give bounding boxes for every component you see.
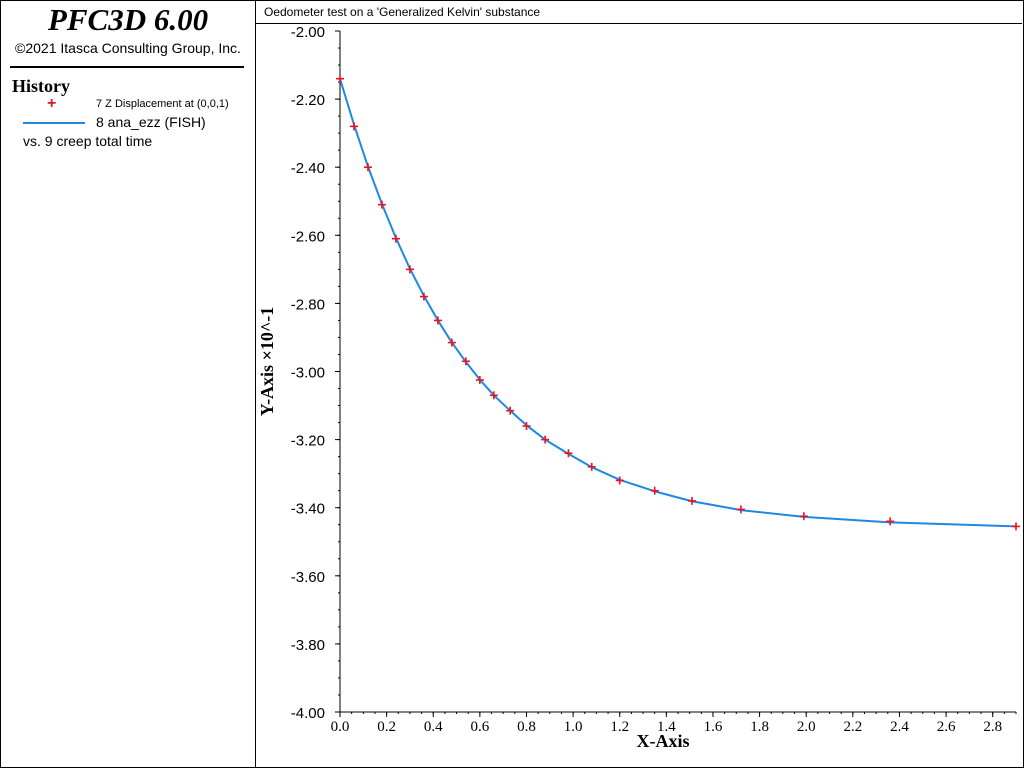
y-tick-label: -3.80 bbox=[291, 637, 325, 654]
x-tick-label: 1.8 bbox=[750, 719, 769, 735]
data-point-plus bbox=[405, 265, 414, 274]
x-variable-label: vs. 9 creep total time bbox=[23, 133, 153, 149]
series-line-ana-ezz bbox=[339, 78, 1017, 528]
data-point-plus bbox=[377, 200, 386, 209]
y-tick-label: -2.40 bbox=[291, 160, 325, 177]
y-tick-label: -2.80 bbox=[291, 296, 325, 313]
x-tick-label: 1.6 bbox=[704, 719, 723, 735]
app-title: PFC3D 6.00 bbox=[47, 2, 209, 37]
chart-area: -2.00 -2.20 -2.40 -2.60 -2.80 -3.00 -3.20 -3.40… bbox=[257, 25, 1020, 751]
plot-title: Oedometer test on a 'Generalized Kelvin'… bbox=[264, 5, 541, 19]
plus-marker-icon: + bbox=[47, 95, 57, 112]
copyright-text: ©2021 Itasca Consulting Group, Inc. bbox=[15, 40, 241, 56]
data-point-plus bbox=[349, 122, 358, 131]
data-point-plus bbox=[363, 163, 372, 172]
y-tick-label: -3.60 bbox=[291, 569, 325, 586]
x-axis-label: X-Axis bbox=[637, 731, 690, 751]
data-point-plus bbox=[447, 338, 456, 347]
data-point-plus bbox=[336, 74, 344, 83]
x-tick-label: 0.2 bbox=[377, 719, 396, 735]
data-point-plus bbox=[506, 406, 515, 415]
data-point-plus bbox=[489, 391, 498, 400]
history-title: History bbox=[12, 76, 70, 96]
data-point-plus bbox=[687, 496, 696, 505]
data-point-plus bbox=[736, 505, 745, 514]
y-tick-label: -3.40 bbox=[291, 501, 325, 518]
sidebar-panel: PFC3D 6.00 ©2021 Itasca Consulting Group… bbox=[0, 0, 256, 768]
y-tick-label: -2.20 bbox=[291, 92, 325, 109]
data-point-plus bbox=[587, 462, 596, 471]
data-point-plus bbox=[564, 449, 573, 458]
data-point-plus bbox=[886, 517, 895, 526]
y-axis-label: Y-Axis ×10^-1 bbox=[257, 307, 277, 417]
data-point-plus bbox=[1012, 522, 1020, 531]
data-point-plus bbox=[522, 421, 531, 430]
data-point-plus bbox=[475, 376, 484, 385]
data-point-plus bbox=[391, 234, 400, 243]
x-tick-label: 0.4 bbox=[424, 719, 443, 735]
legend-label: 7 Z Displacement at (0,0,1) bbox=[96, 98, 229, 110]
x-tick-label: 2.0 bbox=[797, 719, 816, 735]
x-tick-label: 0.8 bbox=[517, 719, 536, 735]
y-tick-label: -4.00 bbox=[291, 705, 325, 722]
x-tick-label: 2.2 bbox=[843, 719, 862, 735]
y-tick-label: -2.60 bbox=[291, 228, 325, 245]
x-tick-label: 0.0 bbox=[331, 719, 350, 735]
x-tick-label: 2.4 bbox=[890, 719, 909, 735]
x-tick-label: 1.4 bbox=[657, 719, 676, 735]
legend-label: 8 ana_ezz (FISH) bbox=[96, 114, 206, 130]
data-point-plus bbox=[541, 435, 550, 444]
data-point-plus bbox=[615, 476, 624, 485]
data-point-plus bbox=[650, 486, 659, 495]
y-tick-label: -3.20 bbox=[291, 433, 325, 450]
x-tick-label: 1.0 bbox=[564, 719, 583, 735]
data-point-plus bbox=[799, 512, 808, 521]
x-tick-label: 1.2 bbox=[610, 719, 629, 735]
plot-header: Oedometer test on a 'Generalized Kelvin'… bbox=[256, 0, 1022, 24]
line-marker-icon bbox=[23, 122, 85, 124]
y-tick-label: -3.00 bbox=[291, 365, 325, 382]
data-point-plus bbox=[433, 316, 442, 325]
data-point-plus bbox=[461, 357, 470, 366]
x-tick-label: 2.8 bbox=[983, 719, 1002, 735]
sidebar-divider bbox=[10, 66, 244, 68]
x-tick-label: 2.6 bbox=[937, 719, 956, 735]
data-point-plus bbox=[419, 292, 428, 301]
x-tick-label: 0.6 bbox=[470, 719, 489, 735]
y-tick-label: -2.00 bbox=[291, 25, 325, 41]
